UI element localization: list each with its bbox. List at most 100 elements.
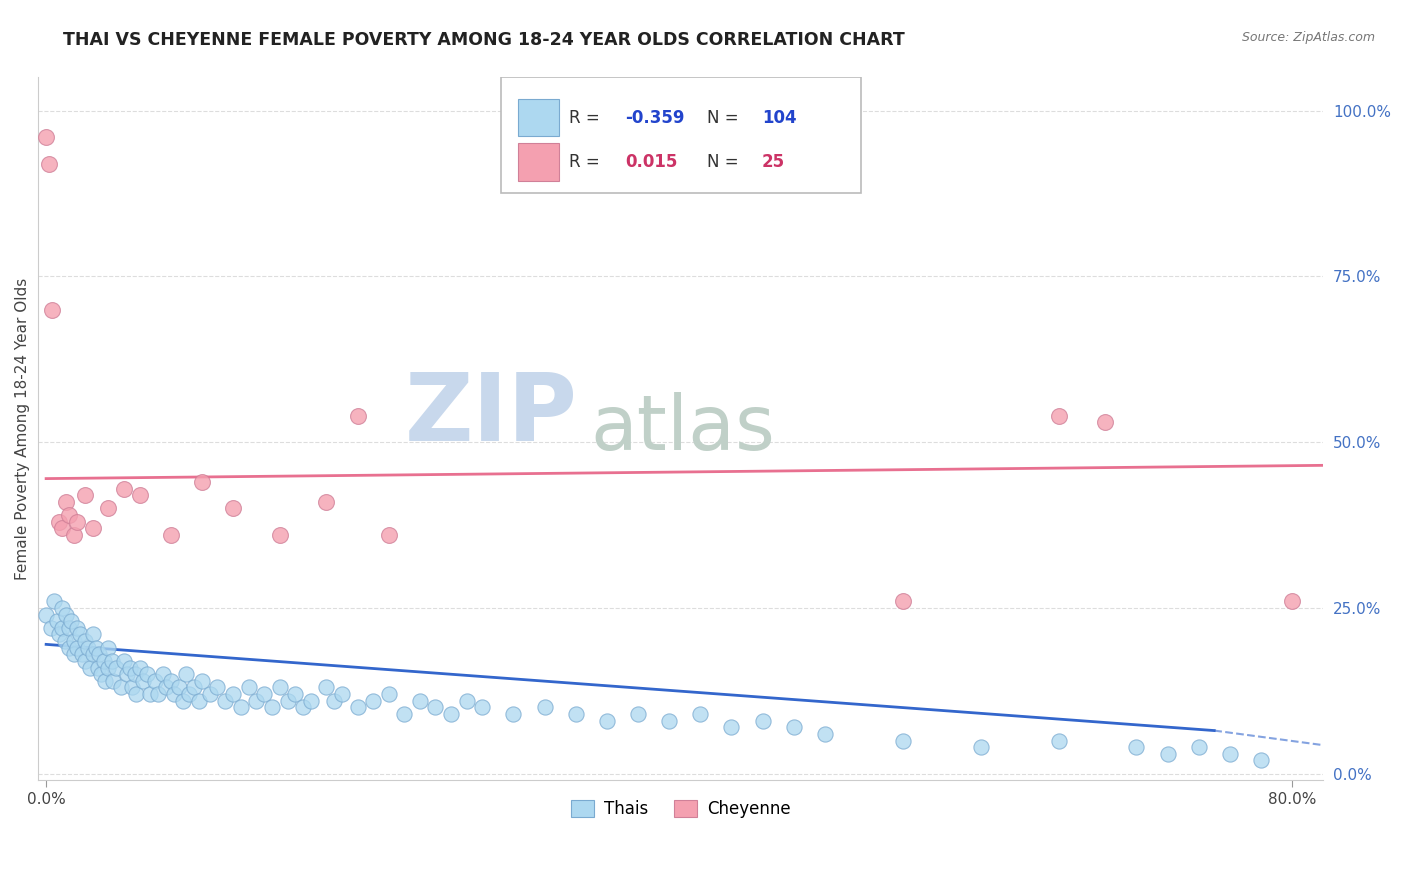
Point <box>63 648 86 662</box>
Point <box>533 700 555 714</box>
Point <box>46 614 69 628</box>
Point <box>51 621 73 635</box>
Point <box>176 667 198 681</box>
Point <box>55 607 77 622</box>
Point <box>58 508 80 522</box>
FancyBboxPatch shape <box>517 143 558 181</box>
Point <box>55 495 77 509</box>
Point <box>63 634 86 648</box>
Point <box>58 621 80 635</box>
Point <box>128 488 150 502</box>
Point <box>315 495 337 509</box>
Point <box>70 648 93 662</box>
Point <box>564 706 586 721</box>
Point <box>191 475 214 489</box>
Point <box>97 501 120 516</box>
Point <box>179 687 201 701</box>
Text: THAI VS CHEYENNE FEMALE POVERTY AMONG 18-24 YEAR OLDS CORRELATION CHART: THAI VS CHEYENNE FEMALE POVERTY AMONG 18… <box>63 31 905 49</box>
Point <box>378 528 401 542</box>
Point <box>35 607 58 622</box>
Point <box>125 687 148 701</box>
Point <box>143 673 166 688</box>
Point <box>1219 747 1241 761</box>
Point <box>121 681 143 695</box>
Point <box>361 694 384 708</box>
Point <box>222 687 245 701</box>
Point <box>187 694 209 708</box>
Point <box>214 694 236 708</box>
Point <box>100 654 122 668</box>
Point <box>172 694 194 708</box>
Point <box>110 681 132 695</box>
Point <box>191 673 214 688</box>
Point <box>207 681 229 695</box>
Text: N =: N = <box>706 153 744 170</box>
Point <box>77 640 100 655</box>
Point <box>66 621 89 635</box>
Point <box>969 740 991 755</box>
Point <box>60 614 83 628</box>
Point <box>409 694 432 708</box>
Point <box>42 594 65 608</box>
Point <box>471 700 494 714</box>
Point <box>222 501 245 516</box>
Text: atlas: atlas <box>591 392 776 466</box>
Point <box>299 694 322 708</box>
Point <box>456 694 478 708</box>
Point <box>112 654 135 668</box>
Point <box>1188 740 1211 755</box>
Text: 104: 104 <box>762 109 796 127</box>
Point <box>292 700 315 714</box>
Point <box>73 654 96 668</box>
Point <box>73 488 96 502</box>
Point <box>63 528 86 542</box>
Point <box>1094 415 1116 429</box>
Point <box>84 640 107 655</box>
Point <box>689 706 711 721</box>
Point <box>720 720 742 734</box>
Point <box>152 667 174 681</box>
Point <box>1281 594 1303 608</box>
Text: ZIP: ZIP <box>405 368 578 461</box>
Point <box>502 706 524 721</box>
Point <box>198 687 221 701</box>
Point <box>378 687 401 701</box>
Point <box>97 640 120 655</box>
Point <box>891 594 914 608</box>
Point <box>814 727 837 741</box>
Point <box>183 681 205 695</box>
Point <box>148 687 170 701</box>
FancyBboxPatch shape <box>501 78 860 194</box>
Text: N =: N = <box>706 109 744 127</box>
Point <box>323 694 346 708</box>
Point <box>425 700 447 714</box>
Text: Source: ZipAtlas.com: Source: ZipAtlas.com <box>1241 31 1375 45</box>
Point <box>53 634 76 648</box>
Point <box>115 667 138 681</box>
Y-axis label: Female Poverty Among 18-24 Year Olds: Female Poverty Among 18-24 Year Olds <box>15 277 30 580</box>
Point <box>124 667 146 681</box>
Point <box>1047 733 1070 747</box>
Point <box>284 687 307 701</box>
Point <box>73 634 96 648</box>
Point <box>82 648 104 662</box>
Point <box>155 681 177 695</box>
Point <box>1047 409 1070 423</box>
Point <box>253 687 276 701</box>
Point <box>139 687 162 701</box>
Point <box>163 687 186 701</box>
Point <box>277 694 299 708</box>
Point <box>330 687 353 701</box>
Point <box>38 156 60 170</box>
Point <box>167 681 190 695</box>
Point <box>69 627 91 641</box>
Point <box>82 627 104 641</box>
Point <box>66 515 89 529</box>
Point <box>128 660 150 674</box>
Point <box>346 700 368 714</box>
Point <box>105 660 128 674</box>
Point <box>93 654 115 668</box>
Text: 0.015: 0.015 <box>626 153 678 170</box>
Point <box>35 130 58 145</box>
Point <box>58 640 80 655</box>
